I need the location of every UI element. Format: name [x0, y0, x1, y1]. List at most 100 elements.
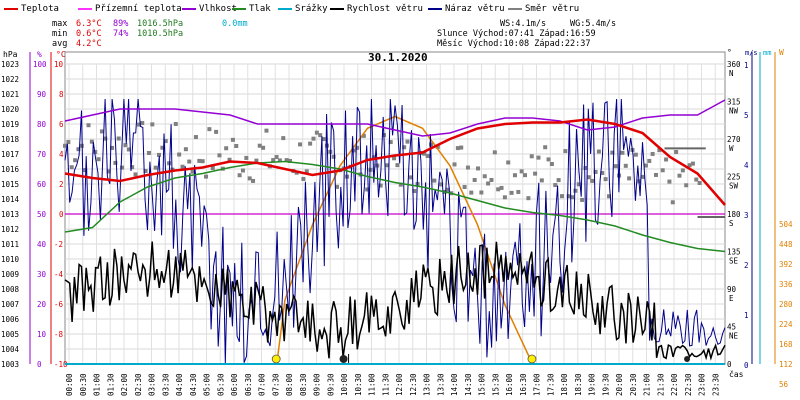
wind-dir-point	[133, 172, 138, 177]
legend-temp: Teplota	[4, 4, 59, 14]
x-tick-label: 19:30	[601, 373, 610, 396]
wind-dir-point	[281, 136, 286, 141]
wind-dir-point	[664, 157, 669, 162]
unit-mm: mm	[763, 49, 771, 57]
x-tick-label: 16:30	[519, 373, 528, 396]
legend-pressure: Tlak	[232, 4, 271, 14]
x-tick-label: 07:30	[271, 373, 280, 396]
wind-dir-point	[298, 142, 303, 147]
stats-max-press: 1016.5hPa	[137, 19, 184, 29]
y-deg-tick: 90	[727, 285, 737, 294]
wind-dir-point	[126, 147, 131, 152]
wind-dir-point	[405, 139, 410, 144]
wind-dir-point	[311, 136, 316, 141]
wind-dir-point	[620, 150, 625, 155]
wind-dir-point	[187, 159, 192, 164]
wind-dir-point	[321, 137, 326, 142]
wind-dir-point	[76, 147, 81, 152]
sunrise-icon	[271, 354, 281, 364]
wind-dir-point	[519, 169, 524, 174]
wind-dir-point	[432, 178, 437, 183]
stats-avg-temp: 4.2°C	[76, 39, 102, 49]
stats-min-press: 1010.5hPa	[137, 29, 184, 39]
y-c-tick: 4	[59, 150, 64, 159]
x-tick-label: 00:30	[79, 373, 88, 396]
y-pct-tick: 90	[37, 90, 47, 99]
stats-min-hum: 74%	[113, 29, 129, 39]
wind-dir-point	[674, 149, 679, 154]
wind-dir-point	[287, 158, 292, 163]
wind-dir-point	[627, 176, 632, 181]
wind-dir-point	[160, 145, 165, 150]
x-tick-label: 20:00	[615, 373, 624, 396]
wind-dir-point	[660, 168, 665, 173]
wind-dir-point	[543, 145, 548, 150]
y-pct-tick: 20	[37, 300, 47, 309]
x-tick-label: 05:30	[216, 373, 225, 396]
wind-dir-point	[234, 143, 239, 148]
x-tick-label: 07:00	[258, 373, 267, 396]
x-tick-label: 22:30	[684, 373, 693, 396]
wind-dir-point	[99, 129, 104, 134]
wind-dir-point	[355, 145, 360, 150]
wind-dir-point	[277, 158, 282, 163]
wind-dir-point	[476, 166, 481, 171]
x-tick-label: 23:00	[698, 373, 707, 396]
x-tick-label: 09:00	[313, 373, 322, 396]
x-tick-label: 08:30	[299, 373, 308, 396]
wind-dir-point	[210, 166, 215, 171]
y-dir-tick: SW	[729, 182, 739, 191]
y-deg-tick: 315	[727, 98, 741, 107]
stats-min-temp: 0.6°C	[76, 29, 102, 39]
wind-dir-point	[670, 200, 675, 205]
y-hpa-tick: 1016	[1, 165, 20, 174]
x-tick-label: 00:00	[65, 373, 74, 396]
y-pct-tick: 40	[37, 240, 47, 249]
y-c-tick: -6	[54, 300, 64, 309]
stats-min-label: min	[52, 29, 68, 39]
x-tick-label: 23:30	[711, 373, 720, 396]
info-wg: WG:5.4m/s	[570, 19, 617, 29]
wind-dir-point	[633, 152, 638, 157]
wind-dir-point	[462, 184, 467, 189]
wind-dir-point	[536, 155, 541, 160]
wind-dir-point	[371, 155, 376, 160]
y-hpa-tick: 1008	[1, 285, 20, 294]
humidity-line	[64, 99, 726, 137]
wind-dir-point	[398, 182, 403, 187]
wind-dir-point	[69, 165, 74, 170]
wind-dir-point	[523, 173, 528, 178]
y-hpa-tick: 1022	[1, 75, 19, 84]
wind-dir-point	[247, 176, 252, 181]
wind-dir-point	[318, 133, 323, 138]
wind-dir-point	[613, 164, 618, 169]
x-tick-label: 11:30	[381, 373, 390, 396]
x-tick-label: 04:00	[175, 373, 184, 396]
x-tick-label: 12:30	[409, 373, 418, 396]
y-dir-tick: NW	[729, 107, 739, 116]
wind-dir-point	[103, 136, 108, 141]
y-deg-tick: 0	[727, 360, 732, 369]
wind-dir-point	[556, 178, 561, 183]
plot-frame	[64, 51, 726, 365]
wind-dir-point	[230, 137, 235, 142]
wind-dir-point	[502, 195, 507, 200]
x-tick-label: 04:30	[189, 373, 198, 396]
stats-press: 1016.5hPa 1010.5hPa	[137, 19, 183, 39]
x-tick-label: 03:30	[161, 373, 170, 396]
wind-dir-point	[559, 194, 564, 199]
wind-dir-point	[257, 143, 262, 148]
x-tick-label: 15:00	[478, 373, 487, 396]
wind-dir-point	[395, 163, 400, 168]
wind-dir-point	[251, 178, 256, 183]
wind-dir-point	[600, 170, 605, 175]
wind-dir-point	[482, 174, 487, 179]
wind-dir-point	[533, 171, 538, 176]
wind-dir-point	[690, 161, 695, 166]
y-deg-tick: 180	[727, 210, 741, 219]
wind-dir-point	[254, 158, 259, 163]
wind-dir-point	[136, 122, 141, 127]
wind-dir-point	[623, 163, 628, 168]
stats-max-temp: 6.3°C	[76, 19, 102, 29]
